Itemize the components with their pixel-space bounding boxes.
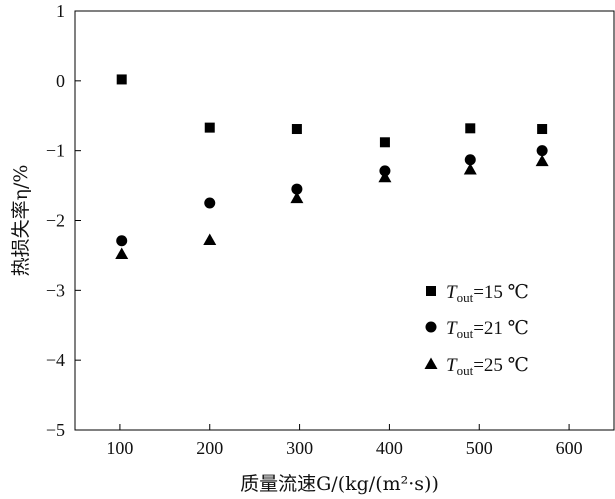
legend: Tout=15 ℃ Tout=21 ℃ Tout=25 ℃	[424, 282, 529, 378]
x-tick-label: 300	[286, 438, 313, 458]
data-point-triangle	[463, 163, 477, 175]
data-point-circle	[291, 183, 303, 195]
y-tick-label: −2	[46, 211, 65, 231]
y-tick-label: −3	[46, 280, 65, 300]
data-point-square	[537, 124, 548, 135]
data-point-triangle	[378, 170, 392, 183]
plot-border	[74, 10, 615, 431]
data-point-triangle	[535, 154, 549, 167]
y-tick-label: 1	[56, 1, 65, 21]
x-tick-label: 600	[556, 438, 583, 458]
y-axis-ticks: 1 0 −1 −2 −3 −4 −5	[46, 1, 81, 440]
data-point-circle	[204, 197, 216, 209]
legend-marker-circle	[425, 321, 437, 333]
x-tick-label: 400	[376, 438, 403, 458]
data-point-square	[204, 122, 215, 133]
data-point-triangle	[203, 233, 217, 246]
legend-marker-triangle	[424, 357, 438, 369]
data-point-square	[379, 137, 390, 148]
x-tick-label: 100	[106, 438, 133, 458]
legend-label: Tout=25 ℃	[446, 355, 529, 378]
x-tick-label: 200	[196, 438, 223, 458]
legend-marker-square	[426, 286, 436, 296]
y-tick-label: 0	[56, 71, 65, 91]
legend-label: Tout=15 ℃	[446, 282, 529, 305]
data-point-square	[291, 124, 302, 135]
y-tick-label: −1	[46, 141, 65, 161]
data-point-triangle	[290, 191, 304, 204]
x-axis-ticks: 100 200 300 400 500 600	[106, 424, 583, 458]
data-points	[115, 74, 549, 260]
y-tick-label: −4	[46, 350, 65, 370]
y-axis-title: 热损失率η/%	[10, 165, 32, 277]
y-tick-label: −5	[46, 420, 65, 440]
x-axis-title: 质量流速G/(kg/(m²·s))	[240, 473, 439, 495]
data-point-square	[116, 74, 127, 85]
x-tick-label: 500	[466, 438, 493, 458]
data-point-circle	[464, 154, 476, 166]
data-point-triangle	[115, 247, 129, 260]
legend-label: Tout=21 ℃	[446, 318, 529, 341]
data-point-square	[465, 123, 476, 134]
plot-frame	[74, 10, 615, 431]
data-point-circle	[116, 235, 128, 247]
data-point-circle	[536, 145, 548, 157]
